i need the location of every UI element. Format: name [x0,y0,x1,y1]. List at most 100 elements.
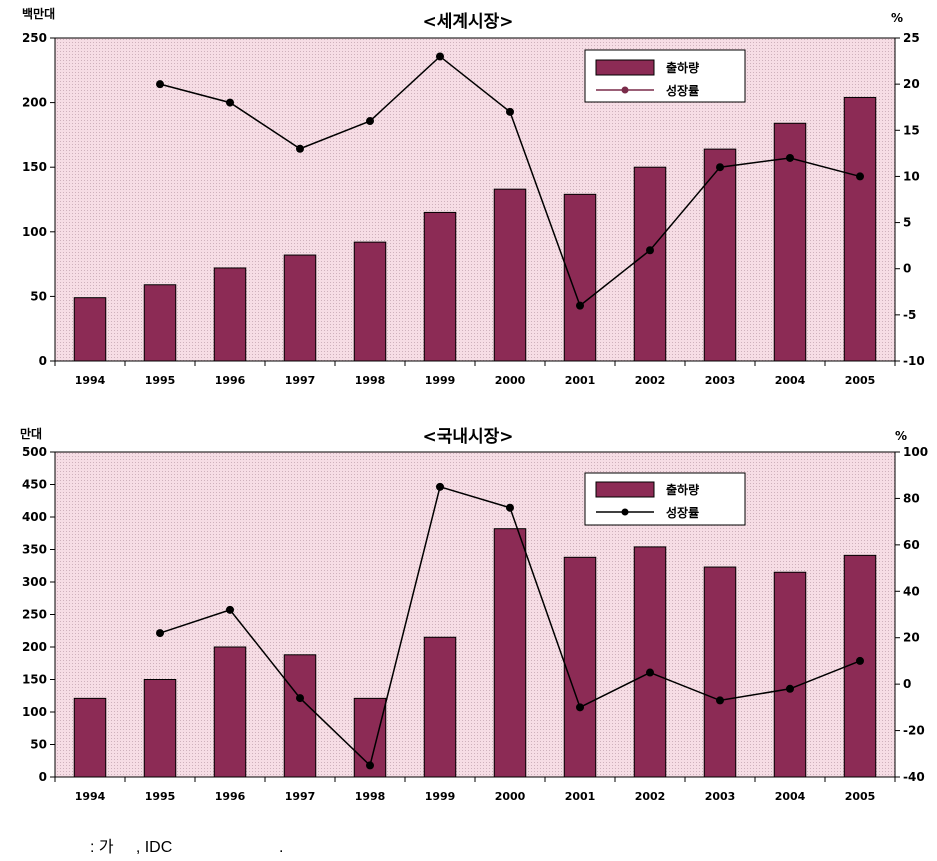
right-tick-label: 20 [903,631,920,645]
left-y-axis: 0 50 100 150 200 250 300 350 400 450 500 [22,445,55,784]
x-tick-label: 2004 [775,374,806,387]
left-tick-label: 200 [22,640,47,654]
bar-series [73,96,877,362]
growth-point [506,503,514,512]
right-tick-label: 5 [903,216,911,230]
left-tick-label: 450 [22,478,47,492]
x-tick-label: 2005 [845,790,876,803]
right-axis-unit: % [891,11,903,25]
left-tick-label: 50 [30,738,47,752]
x-axis: 1994 1995 1996 1997 1998 1999 2000 2001 2002 2003… [54,777,896,803]
bar [143,284,177,362]
left-tick-label: 0 [39,354,47,368]
growth-point [436,482,444,491]
legend-bar-label: 출하량 [666,482,699,497]
x-tick-label: 2002 [635,374,666,387]
right-tick-label: -5 [903,308,916,322]
x-tick-label: 1994 [75,790,106,803]
x-tick-label: 1997 [285,790,316,803]
x-tick-label: 2003 [705,374,736,387]
left-tick-label: 250 [22,608,47,622]
growth-point [786,684,794,693]
x-tick-label: 1999 [425,790,456,803]
growth-point [156,80,164,89]
world-market-chart: <세계시장> 백만대 % 0 50 100 150 200 250 -10 -5 0 5 10 15… [22,6,925,387]
left-tick-label: 400 [22,510,47,524]
right-tick-label: 15 [903,123,920,137]
x-tick-label: 1996 [215,374,246,387]
growth-point [296,694,304,703]
bar [563,556,597,778]
right-tick-label: 40 [903,584,920,598]
bar [423,211,457,362]
bar [493,528,527,778]
growth-point [156,629,164,638]
line-series [156,482,864,770]
right-tick-label: 20 [903,77,920,91]
legend: 출하량 성장률 [584,49,746,103]
x-tick-label: 1995 [145,374,176,387]
growth-point [436,52,444,61]
legend-bar-label: 출하량 [666,60,699,75]
growth-point [716,163,724,172]
bar [773,122,807,362]
right-tick-label: 80 [903,491,920,505]
left-tick-label: 100 [22,705,47,719]
bar [703,148,737,362]
bar [773,571,807,778]
legend-line-label: 성장률 [666,506,699,520]
bar [843,554,877,778]
right-tick-label: 25 [903,31,920,45]
left-tick-label: 100 [22,225,47,239]
left-tick-label: 150 [22,673,47,687]
bar [73,697,107,778]
x-tick-label: 1998 [355,374,386,387]
x-tick-label: 2001 [565,374,596,387]
growth-point [226,98,234,107]
x-tick-label: 2000 [495,374,526,387]
legend-line-label: 성장률 [666,84,699,98]
bar [633,546,667,778]
legend-box [584,49,746,103]
chart-title: <국내시장> [422,427,513,447]
growth-point [646,668,654,677]
right-tick-label: 60 [903,538,920,552]
growth-point [296,144,304,153]
legend-line-marker [621,508,629,516]
x-tick-label: 1995 [145,790,176,803]
growth-point [646,246,654,255]
left-axis-unit: 만대 [20,426,42,441]
right-axis-unit: % [895,429,907,443]
growth-point [366,761,374,770]
bar [563,193,597,362]
bar-series [73,528,877,778]
bar [493,188,527,362]
x-tick-label: 1999 [425,374,456,387]
right-y-axis: -40 -20 0 20 40 60 80 100 [895,445,928,784]
source-note: : 가 , IDC . [90,839,284,856]
growth-point [576,301,584,310]
legend-line-marker [621,86,629,94]
left-axis-unit: 백만대 [22,6,55,21]
growth-point [576,703,584,712]
left-tick-label: 50 [30,289,47,303]
chart-title: <세계시장> [422,12,513,32]
bar [143,679,177,778]
line-series [156,52,864,310]
growth-point [786,153,794,162]
domestic-market-chart: <국내시장> 만대 % 0501001502002503003504004505… [20,426,928,803]
left-tick-label: 500 [22,445,47,459]
bar [633,166,667,362]
bar [213,646,247,778]
legend-box [584,472,746,526]
x-tick-label: 1994 [75,374,106,387]
growth-point [856,172,864,181]
right-tick-label: 10 [903,169,920,183]
legend-bar-swatch [595,481,655,498]
x-tick-label: 1998 [355,790,386,803]
growth-point [226,605,234,614]
bar [283,254,317,362]
growth-point [716,696,724,705]
right-tick-label: 100 [903,445,928,459]
